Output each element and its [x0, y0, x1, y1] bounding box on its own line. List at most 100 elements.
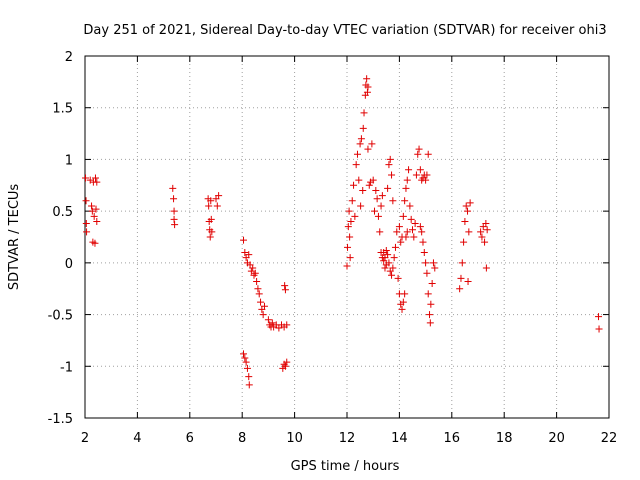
data-point — [376, 228, 384, 236]
data-point — [419, 238, 427, 246]
data-point — [377, 249, 385, 257]
data-point — [423, 171, 431, 179]
data-point — [213, 202, 221, 210]
data-point — [90, 212, 98, 220]
x-tick-label: 22 — [601, 431, 618, 446]
data-point — [260, 302, 268, 310]
data-point — [402, 184, 410, 192]
data-point — [281, 362, 289, 370]
data-point — [359, 186, 367, 194]
data-point — [344, 223, 352, 231]
data-point — [257, 298, 265, 306]
data-point — [405, 166, 413, 174]
data-point — [414, 150, 422, 158]
data-point — [384, 184, 392, 192]
data-point — [424, 290, 432, 298]
data-point — [245, 373, 253, 381]
data-point — [381, 264, 389, 272]
data-point — [406, 202, 414, 210]
data-point — [456, 285, 464, 293]
data-point — [364, 83, 372, 91]
data-point — [401, 290, 409, 298]
data-point — [169, 184, 177, 192]
data-point — [365, 181, 373, 189]
data-point — [347, 217, 355, 225]
data-point — [242, 358, 250, 366]
data-point — [428, 280, 436, 288]
data-point — [91, 239, 99, 247]
data-point — [398, 305, 406, 313]
data-point — [207, 215, 215, 223]
data-point — [378, 192, 386, 200]
data-point — [418, 228, 426, 236]
data-point — [427, 300, 435, 308]
data-point — [240, 350, 248, 358]
y-tick-label: -0.5 — [48, 309, 73, 324]
data-point — [399, 212, 407, 220]
y-tick-label: 2 — [65, 50, 73, 65]
data-point — [478, 233, 486, 241]
data-point — [395, 223, 403, 231]
chart-title: Day 251 of 2021, Sidereal Day-to-day VTE… — [83, 23, 606, 38]
data-point — [171, 221, 179, 229]
data-point — [401, 197, 409, 205]
data-point — [422, 259, 430, 267]
data-point — [346, 254, 354, 262]
data-point — [207, 197, 215, 205]
data-point — [397, 238, 405, 246]
data-point — [460, 238, 468, 246]
data-point — [170, 215, 178, 223]
data-point — [82, 220, 90, 228]
y-tick-label: 0.5 — [52, 205, 73, 220]
data-point — [249, 264, 257, 272]
data-point — [369, 176, 377, 184]
data-point — [281, 286, 289, 294]
data-point — [92, 205, 100, 213]
data-point — [393, 228, 401, 236]
data-point — [462, 202, 470, 210]
data-point — [382, 246, 390, 254]
x-tick-label: 14 — [391, 431, 408, 446]
data-point — [93, 178, 101, 186]
data-point — [245, 251, 253, 259]
data-point — [357, 135, 365, 143]
data-point — [391, 243, 399, 251]
data-point — [595, 313, 603, 321]
data-point — [595, 325, 603, 333]
data-point — [93, 217, 101, 225]
data-point — [363, 75, 371, 83]
y-tick-label: 1 — [65, 153, 73, 168]
data-point — [346, 233, 354, 241]
data-point — [482, 220, 490, 228]
data-point — [388, 271, 396, 279]
data-point — [247, 267, 255, 275]
data-point — [390, 254, 398, 262]
data-series — [82, 75, 603, 389]
data-point — [88, 202, 96, 210]
x-tick-label: 8 — [238, 431, 246, 446]
data-point — [423, 269, 431, 277]
data-point — [253, 277, 261, 285]
data-point — [268, 319, 276, 327]
data-point — [389, 197, 397, 205]
data-point — [344, 243, 352, 251]
data-point — [461, 217, 469, 225]
data-point — [245, 381, 253, 389]
data-point — [388, 171, 396, 179]
data-point — [457, 274, 465, 282]
y-tick-label: -1 — [60, 360, 73, 375]
data-point — [481, 238, 489, 246]
data-point — [410, 233, 418, 241]
data-point — [426, 311, 434, 319]
data-point — [353, 150, 361, 158]
data-point — [431, 264, 439, 272]
x-tick-label: 18 — [496, 431, 513, 446]
data-point — [170, 195, 178, 203]
data-point — [429, 259, 437, 267]
data-point — [377, 202, 385, 210]
data-point — [240, 236, 248, 244]
data-point — [283, 321, 291, 329]
data-point — [88, 207, 96, 215]
y-axis: -1.5 -1 -0.5 0 0.5 1 1.5 2 — [48, 50, 609, 427]
